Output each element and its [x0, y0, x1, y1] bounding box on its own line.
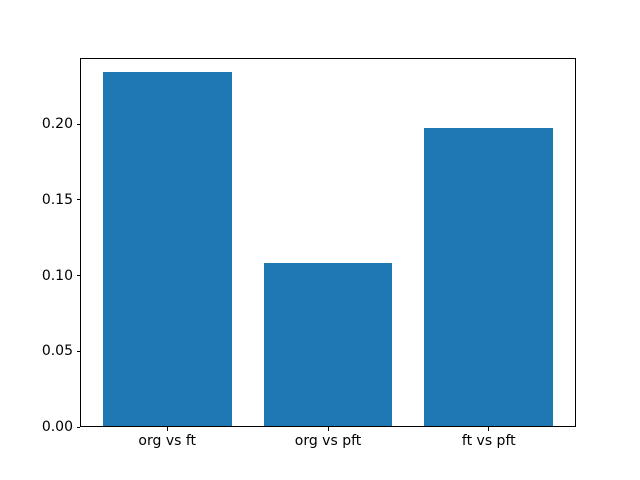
bar-org-vs-pft	[263, 262, 393, 427]
bar-ft-vs-pft	[424, 127, 554, 427]
x-tick-mark	[327, 427, 329, 431]
bar-org-vs-ft	[102, 71, 232, 427]
y-tick-label: 0.15	[41, 191, 73, 208]
x-tick-mark	[488, 427, 490, 431]
y-tick-mark	[76, 123, 80, 125]
y-tick-label: 0.00	[41, 419, 73, 436]
y-tick-mark	[76, 426, 80, 428]
y-tick-mark	[76, 350, 80, 352]
plot-axes	[80, 57, 576, 428]
y-tick-mark	[76, 199, 80, 201]
y-tick-label: 0.10	[41, 267, 73, 284]
x-tick-label-org-vs-pft: org vs pft	[294, 432, 362, 449]
y-tick-label: 0.20	[41, 116, 73, 133]
y-tick-label: 0.05	[41, 343, 73, 360]
x-tick-label-org-vs-ft: org vs ft	[138, 432, 197, 449]
y-tick-mark	[76, 275, 80, 277]
x-tick-label-ft-vs-pft: ft vs pft	[461, 432, 516, 449]
x-tick-mark	[166, 427, 168, 431]
